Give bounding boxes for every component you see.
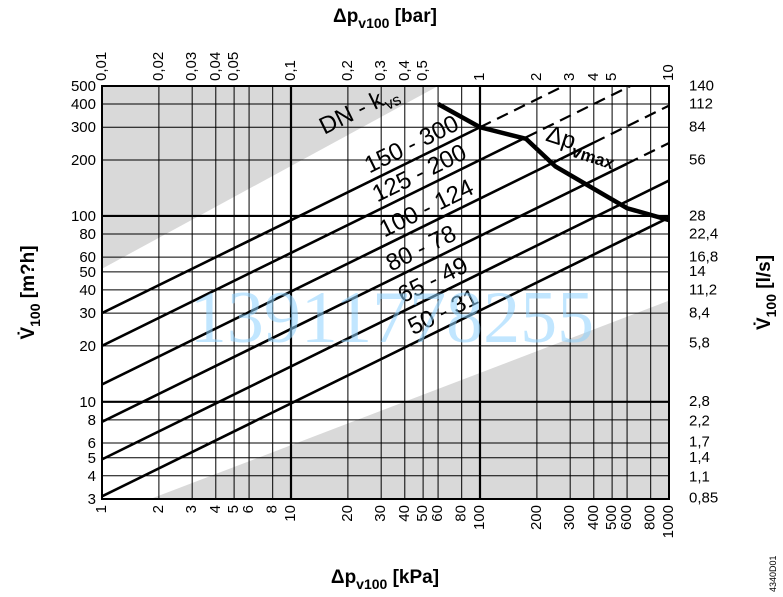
- y-tick-label-right: 84: [689, 119, 706, 136]
- x-axis-title-top: Δpv100 [bar]: [333, 6, 437, 31]
- x-tick-label-bottom: 300: [561, 505, 578, 530]
- x-tick-label-top: 0,04: [207, 52, 224, 81]
- x-tick-label-bottom: 3: [183, 505, 200, 513]
- x-tick-label-bottom: 600: [618, 505, 635, 530]
- chart-background: [102, 86, 669, 499]
- x-tick-label-top: 0,4: [396, 60, 413, 81]
- x-tick-label-top: 0,1: [282, 60, 299, 81]
- x-tick-label-top: 0,3: [372, 60, 389, 81]
- x-tick-label-bottom: 400: [585, 505, 602, 530]
- y-tick-label-left: 100: [71, 208, 96, 225]
- y-tick-label-right: 22,4: [689, 225, 718, 242]
- y-tick-label-left: 30: [79, 305, 96, 322]
- x-tick-label-bottom: 80: [453, 505, 470, 522]
- y-tick-label-left: 8: [88, 412, 96, 429]
- x-tick-label-top: 0,05: [225, 52, 242, 81]
- x-tick-label-bottom: 40: [396, 505, 413, 522]
- x-tick-label-top: 4: [585, 73, 602, 81]
- y-axis-title-left: V̇100 [m?h]: [17, 245, 43, 339]
- x-tick-label-top: 0,2: [339, 60, 356, 81]
- y-tick-label-right: 1,4: [689, 449, 710, 466]
- y-tick-label-left: 40: [79, 282, 96, 299]
- y-tick-label-left: 10: [79, 394, 96, 411]
- y-tick-label-right: 112: [689, 95, 713, 112]
- y-tick-label-left: 5: [88, 450, 96, 467]
- x-tick-label-bottom: 1000: [660, 505, 677, 538]
- chart-grid: [101, 85, 670, 500]
- x-tick-label-bottom: 1: [93, 505, 110, 513]
- y-axis-title-left-group: V̇100 [m?h]: [17, 245, 43, 339]
- y-tick-label-left: 400: [71, 96, 96, 113]
- x-tick-label-top: 5: [603, 73, 620, 81]
- x-tick-label-bottom: 2: [150, 505, 167, 513]
- y-tick-label-right: 140: [689, 77, 714, 94]
- region-above-range: [102, 86, 439, 269]
- x-tick-label-bottom: 30: [372, 505, 389, 522]
- y-tick-label-right: 11,2: [689, 281, 717, 298]
- y-tick-label-right: 8,4: [689, 304, 710, 321]
- y-tick-label-left: 80: [79, 226, 96, 243]
- y-tick-label-right: 16,8: [689, 249, 718, 266]
- x-tick-label-bottom: 60: [429, 505, 446, 522]
- x-tick-label-top: 0,02: [150, 52, 167, 81]
- series-dashed-3: [626, 142, 669, 165]
- series-line-3: [102, 162, 628, 424]
- x-tick-label-top: 3: [561, 73, 578, 81]
- y-tick-label-left: 20: [79, 338, 96, 355]
- x-tick-label-bottom: 50: [414, 505, 431, 522]
- y-tick-label-right: 5,8: [689, 334, 710, 351]
- x-tick-label-bottom: 500: [603, 505, 620, 530]
- y-tick-label-left: 6: [88, 435, 96, 452]
- x-tick-label-top: 0,03: [183, 52, 200, 81]
- x-tick-label-top: 10: [660, 64, 677, 81]
- y-tick-label-left: 300: [71, 119, 96, 136]
- series-line-5: [102, 216, 669, 498]
- x-tick-label-bottom: 10: [282, 505, 299, 522]
- y-tick-label-right: 56: [689, 151, 706, 168]
- x-tick-label-bottom: 8: [264, 505, 281, 513]
- y-tick-label-left: 50: [79, 264, 96, 281]
- x-tick-label-bottom: 4: [207, 505, 224, 513]
- x-tick-label-bottom: 6: [240, 505, 257, 513]
- y-tick-label-left: 200: [71, 152, 96, 169]
- x-tick-label-top: 2: [528, 73, 545, 81]
- region-below-range: [150, 300, 669, 499]
- y-tick-label-left: 4: [88, 468, 96, 485]
- figure-code: 4340D01: [768, 555, 778, 592]
- series-dashed-1: [525, 86, 631, 139]
- series-line-4: [102, 179, 669, 461]
- y-tick-label-right: 28: [689, 207, 706, 224]
- x-tick-label-top: 0,01: [93, 52, 110, 81]
- series-dashed-2: [593, 104, 669, 144]
- series-line-2: [102, 141, 595, 386]
- watermark-text: 13911778255: [190, 277, 594, 359]
- y-axis-title-right-group: V̇100 [l/s]: [753, 255, 779, 330]
- chart-series: [102, 86, 669, 498]
- y-tick-label-right: 0,85: [689, 489, 718, 506]
- x-tick-label-top: 1: [471, 73, 488, 81]
- y-tick-label-right: 1,7: [689, 433, 710, 450]
- y-tick-label-left: 500: [71, 78, 96, 95]
- y-tick-label-right: 2,2: [689, 413, 710, 430]
- x-tick-label-bottom: 100: [471, 505, 488, 530]
- series-line-0: [102, 126, 481, 315]
- dp-max-curve: [436, 102, 669, 223]
- series-dashed-0: [479, 86, 567, 129]
- x-tick-label-bottom: 20: [339, 505, 356, 522]
- plot-frame: [101, 85, 670, 500]
- series-line-1: [102, 136, 527, 348]
- y-axis-title-right: V̇100 [l/s]: [753, 255, 779, 330]
- y-tick-label-right: 1,1: [689, 469, 710, 486]
- x-tick-label-bottom: 5: [225, 505, 242, 513]
- y-tick-label-left: 60: [79, 249, 96, 266]
- y-tick-label-right: 14: [689, 263, 706, 280]
- x-tick-label-top: 0,5: [414, 60, 431, 81]
- x-axis-title-bottom: Δpv100 [kPa]: [331, 567, 439, 592]
- x-tick-label-bottom: 200: [528, 505, 545, 530]
- x-tick-label-bottom: 800: [642, 505, 659, 530]
- y-tick-label-left: 3: [88, 491, 96, 508]
- y-tick-label-right: 2,8: [689, 393, 710, 410]
